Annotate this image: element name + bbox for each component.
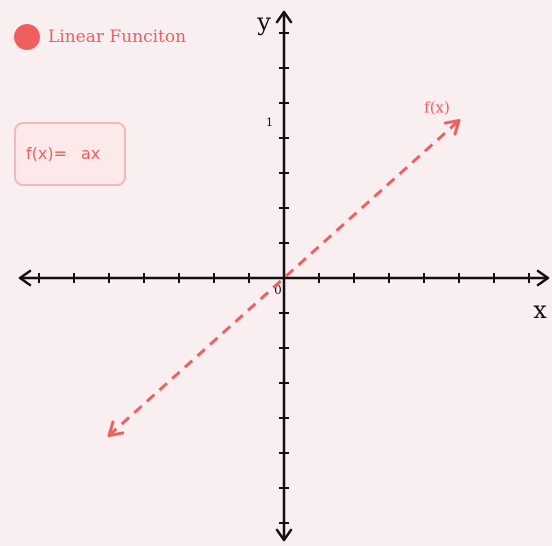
legend-marker xyxy=(14,24,40,50)
function-line-start-arrow xyxy=(107,420,125,437)
y-axis-bottom-arrow xyxy=(275,528,293,542)
y-axis-top-arrow xyxy=(275,10,293,24)
formula-lhs: f(x)= xyxy=(26,144,67,163)
x-axis-label: x xyxy=(533,296,547,324)
formula-rhs: ax xyxy=(81,144,101,163)
y-axis-label: y xyxy=(256,8,271,36)
formula-box: f(x)= ax xyxy=(14,122,126,186)
legend-label: Linear Funciton xyxy=(48,26,187,47)
function-line xyxy=(107,119,461,437)
y-tick-label: 1 xyxy=(266,116,273,129)
function-line-end-arrow xyxy=(443,119,461,136)
x-axis-right-arrow xyxy=(536,269,550,287)
function-line-label: f(x) xyxy=(424,99,450,117)
origin-label: 0 xyxy=(274,283,282,297)
legend: Linear Funciton xyxy=(14,24,186,50)
x-axis-left-arrow xyxy=(18,269,32,287)
